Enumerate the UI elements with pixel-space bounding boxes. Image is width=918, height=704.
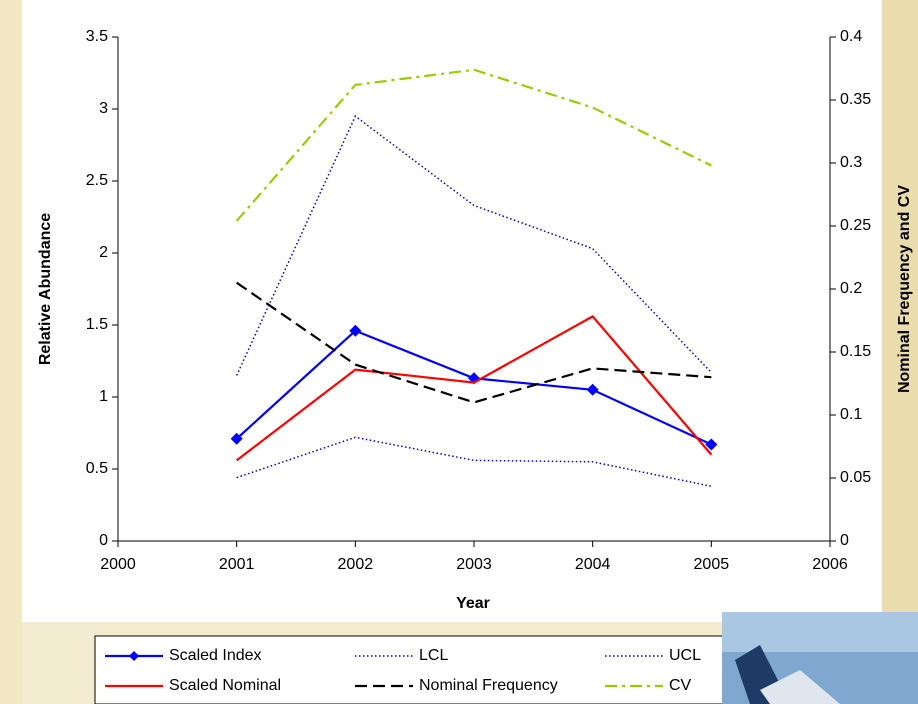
marker bbox=[705, 438, 718, 451]
series-line bbox=[235, 68, 712, 222]
y-tick-label: 3.5 bbox=[86, 28, 108, 45]
x-tick-label: 2006 bbox=[812, 556, 848, 573]
y2-tick-label: 0.2 bbox=[840, 280, 862, 297]
y2-axis-title: Nominal Frequency and CV bbox=[896, 185, 913, 393]
y2-tick-label: 0 bbox=[840, 532, 849, 549]
y2-tick-label: 0.4 bbox=[840, 28, 862, 45]
y-tick-label: 0.5 bbox=[86, 460, 108, 477]
series-line bbox=[235, 115, 712, 376]
y-tick-label: 0 bbox=[99, 532, 108, 549]
y-axis-title: Relative Abundance bbox=[37, 213, 54, 365]
y2-tick-label: 0.1 bbox=[840, 406, 862, 423]
legend-label: CV bbox=[669, 677, 692, 694]
x-tick-label: 2003 bbox=[456, 556, 492, 573]
y-tick-label: 2 bbox=[99, 244, 108, 261]
legend-item: Scaled Nominal bbox=[105, 677, 281, 694]
photo bbox=[722, 612, 918, 704]
legend-item: CV bbox=[605, 677, 692, 694]
legend-item: LCL bbox=[355, 647, 448, 664]
y2-tick-label: 0.25 bbox=[840, 217, 871, 234]
y2-tick-label: 0.15 bbox=[840, 343, 871, 360]
legend-label: Nominal Frequency bbox=[419, 677, 558, 694]
legend-item: UCL bbox=[605, 647, 701, 664]
x-tick-label: 2004 bbox=[575, 556, 611, 573]
x-tick-label: 2001 bbox=[219, 556, 255, 573]
legend-label: Scaled Nominal bbox=[169, 677, 281, 694]
legend-label: UCL bbox=[669, 647, 701, 664]
series-line bbox=[236, 436, 712, 488]
y2-tick-label: 0.05 bbox=[840, 469, 871, 486]
legend-label: LCL bbox=[419, 647, 448, 664]
x-tick-label: 2005 bbox=[694, 556, 730, 573]
y-tick-label: 3 bbox=[99, 100, 108, 117]
series-line bbox=[235, 314, 713, 462]
series-line bbox=[236, 281, 712, 404]
legend-label: Scaled Index bbox=[169, 647, 262, 664]
y-tick-label: 1.5 bbox=[86, 316, 108, 333]
legend-item: Nominal Frequency bbox=[355, 677, 558, 694]
y-tick-label: 1 bbox=[99, 388, 108, 405]
marker bbox=[586, 383, 599, 396]
y-tick-label: 2.5 bbox=[86, 172, 108, 189]
y2-tick-label: 0.3 bbox=[840, 154, 862, 171]
chart-area bbox=[22, 0, 882, 622]
marker bbox=[349, 324, 362, 337]
x-tick-label: 2002 bbox=[338, 556, 374, 573]
y2-tick-label: 0.35 bbox=[840, 91, 871, 108]
x-axis-title: Year bbox=[456, 595, 490, 612]
legend-marker bbox=[129, 651, 139, 661]
x-tick-label: 2000 bbox=[100, 556, 136, 573]
legend-item: Scaled Index bbox=[105, 647, 262, 664]
side-panel bbox=[0, 0, 22, 704]
marker bbox=[230, 432, 243, 445]
